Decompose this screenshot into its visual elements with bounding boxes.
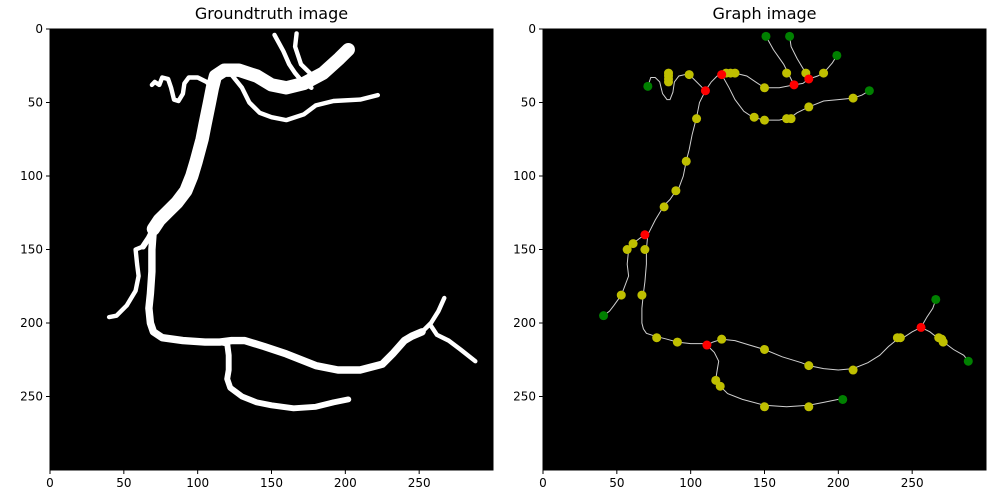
graph-panel-title: Graph image: [712, 4, 817, 23]
junction-node: [916, 322, 926, 332]
graph-edge: [920, 299, 937, 328]
regular-node: [622, 245, 632, 254]
graph-edge: [641, 234, 708, 346]
y-tick-label: 50: [28, 96, 43, 110]
vessel-segment: [145, 225, 426, 374]
endpoint-node: [963, 356, 973, 366]
vessel-segment: [292, 31, 318, 82]
y-tick-label: 100: [513, 169, 536, 183]
regular-node: [664, 77, 674, 87]
endpoint-node: [761, 31, 771, 41]
x-tick-label: 250: [408, 476, 431, 490]
regular-node: [760, 402, 769, 412]
groundtruth-axes: 0 50 100 150 200 250 0 50 100 150 200 250: [20, 22, 494, 490]
vessel-segment: [428, 323, 478, 364]
x-tick-label: 100: [186, 476, 209, 490]
x-tick-label: 0: [539, 476, 547, 490]
regular-node: [684, 70, 694, 80]
regular-node: [804, 102, 814, 112]
endpoint-node: [643, 81, 653, 91]
x-tick-label: 50: [116, 476, 131, 490]
x-tick-label: 200: [827, 476, 850, 490]
junction-node: [702, 340, 712, 350]
regular-node: [749, 112, 759, 122]
graph-edge: [765, 36, 795, 86]
regular-node: [804, 402, 814, 412]
graph-axes: 0 50 100 150 200 250 0 50 100 150 200 250: [513, 22, 987, 490]
junction-node: [640, 230, 650, 240]
y-tick-label: 250: [513, 390, 536, 404]
regular-node: [819, 68, 829, 78]
y-tick-label: 100: [20, 169, 43, 183]
regular-node: [671, 186, 681, 196]
graph-edge: [647, 74, 706, 101]
y-tick-label: 0: [528, 22, 536, 36]
endpoint-node: [832, 50, 842, 60]
regular-node: [715, 381, 725, 391]
vessel-segment: [419, 295, 447, 334]
regular-node: [848, 93, 858, 103]
regular-node: [652, 333, 662, 343]
regular-node: [659, 202, 669, 212]
graph-edge: [603, 234, 648, 317]
regular-node: [848, 365, 858, 375]
vessel-segment: [216, 339, 352, 412]
regular-node: [760, 83, 769, 93]
y-tick-label: 150: [513, 243, 536, 257]
regular-node: [804, 361, 814, 371]
regular-node: [760, 344, 769, 354]
regular-node: [681, 156, 691, 166]
x-tick-label: 250: [901, 476, 924, 490]
regular-node: [895, 333, 905, 343]
endpoint-node: [785, 31, 795, 41]
y-tick-label: 200: [20, 316, 43, 330]
junction-node: [789, 80, 799, 90]
regular-node: [782, 68, 792, 78]
x-tick-label: 50: [609, 476, 624, 490]
vessel-segment: [106, 244, 146, 320]
y-tick-label: 250: [20, 390, 43, 404]
y-tick-label: 150: [20, 243, 43, 257]
graph-image-area: [543, 29, 986, 470]
groundtruth-image-area: [50, 29, 493, 470]
regular-node: [938, 337, 948, 347]
y-tick-label: 0: [35, 22, 43, 36]
x-tick-label: 150: [260, 476, 283, 490]
junction-node: [717, 70, 727, 80]
x-tick-label: 0: [46, 476, 54, 490]
regular-node: [640, 245, 650, 254]
vessel-segment: [228, 70, 380, 123]
junction-node: [804, 74, 814, 84]
y-tick-label: 200: [513, 316, 536, 330]
y-tick-label: 50: [521, 96, 536, 110]
vessel-segment: [149, 75, 215, 104]
vessel-segment: [272, 32, 314, 90]
endpoint-node: [864, 86, 874, 96]
regular-node: [637, 290, 647, 300]
graph-edge: [706, 344, 843, 408]
endpoint-node: [838, 394, 848, 404]
groundtruth-panel-title: Groundtruth image: [194, 4, 349, 23]
endpoint-node: [599, 311, 609, 321]
x-tick-label: 150: [753, 476, 776, 490]
x-tick-label: 100: [679, 476, 702, 490]
regular-node: [616, 290, 626, 300]
endpoint-node: [931, 294, 941, 304]
x-tick-label: 200: [334, 476, 357, 490]
regular-node: [730, 68, 740, 78]
regular-node: [692, 114, 702, 124]
regular-node: [786, 114, 796, 124]
regular-node: [672, 337, 682, 347]
regular-node: [717, 334, 727, 344]
regular-node: [628, 239, 638, 249]
regular-node: [760, 115, 769, 125]
junction-node: [700, 86, 710, 96]
